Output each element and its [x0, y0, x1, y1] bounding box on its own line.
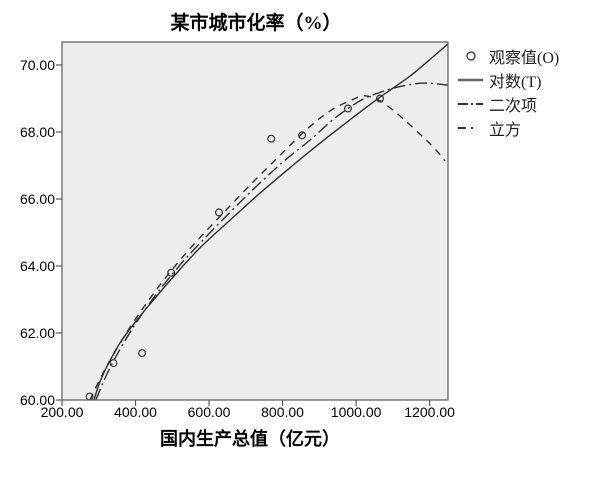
- legend-item-0: 观察值(O): [456, 44, 559, 68]
- observed-point: [344, 104, 353, 113]
- legend-label: 立方: [489, 122, 522, 139]
- axis-ticks: [56, 64, 431, 406]
- y-tick-label: 68.00: [19, 124, 55, 140]
- legend-item-1: 对数(T): [456, 68, 559, 92]
- legend-label: 观察值(O): [489, 50, 560, 67]
- observed-point: [267, 134, 276, 143]
- plot-frame: [61, 41, 449, 401]
- x-tick-label: 800.00: [261, 404, 304, 420]
- observed-point: [298, 131, 307, 140]
- dash-dot-marker-icon: [458, 127, 483, 129]
- fit-curves: [89, 43, 448, 400]
- x-axis-title: 国内生产总值（亿元）: [160, 429, 340, 449]
- observed-point: [109, 359, 118, 368]
- x-tick-label: 1000.00: [330, 404, 382, 420]
- chart-title: 某市城市化率（%）: [170, 13, 342, 34]
- x-tick-label: 600.00: [187, 404, 231, 420]
- curve-dashdot: [95, 82, 448, 400]
- curve-solid: [93, 43, 448, 400]
- observed-point: [215, 208, 224, 217]
- y-tick-label: 70.00: [19, 57, 55, 73]
- legend-item-3: 立方: [456, 116, 559, 140]
- y-tick-label: 64.00: [19, 258, 55, 274]
- x-tick-label: 1200.00: [404, 404, 455, 420]
- plot-background: [62, 42, 448, 400]
- legend-label: 二次项: [489, 98, 538, 115]
- y-tick-label: 66.00: [19, 191, 55, 207]
- x-tick-label: 400.00: [114, 404, 157, 420]
- observed-point: [376, 94, 385, 103]
- solid-line-marker-icon: [458, 78, 483, 82]
- legend-item-2: 二次项: [456, 92, 559, 116]
- x-tick-label: 200.00: [40, 404, 84, 420]
- observed-point: [138, 349, 147, 358]
- y-tick-label: 60.00: [19, 392, 55, 408]
- observed-point: [167, 268, 176, 277]
- y-tick-label: 62.00: [19, 325, 55, 341]
- legend-label: 对数(T): [489, 74, 542, 91]
- curve-dashed: [89, 95, 446, 400]
- legend: 观察值(O) 对数(T) 二次项立方: [456, 44, 559, 140]
- dashdot-line-marker-icon: [458, 103, 483, 105]
- circle-marker-icon: [466, 51, 476, 61]
